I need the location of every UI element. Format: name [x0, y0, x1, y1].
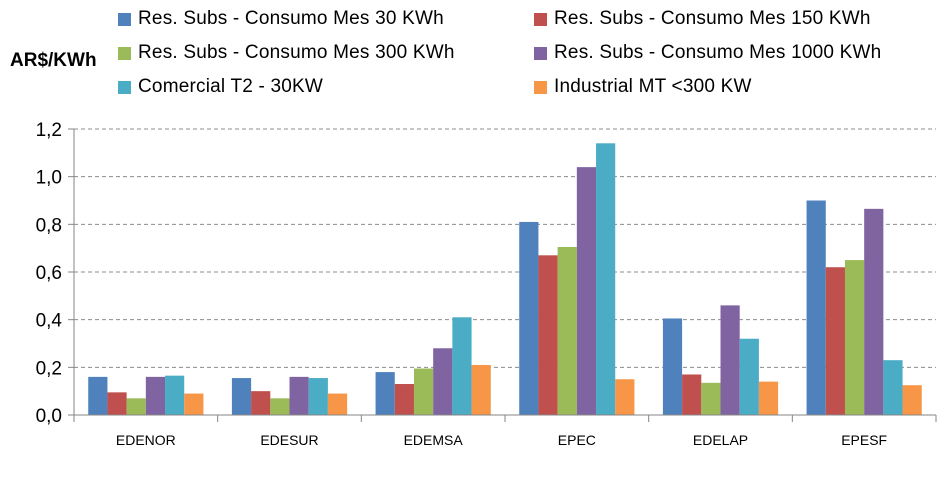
- x-tick-label-edelap: EDELAP: [693, 432, 748, 448]
- y-tick-label: 0,0: [36, 406, 62, 427]
- bar-edenor-series-3: [126, 398, 146, 415]
- bar-epesf-series-4: [864, 208, 884, 415]
- bar-epec-series-1: [519, 221, 539, 415]
- bar-epesf-series-3: [844, 260, 865, 415]
- y-axis-label: AR$/KWh: [10, 50, 97, 71]
- bar-epesf-series-6: [902, 385, 922, 415]
- legend-label: Res. Subs - Consumo Mes 150 KWh: [554, 8, 871, 29]
- x-tick-label-edenor: EDENOR: [116, 432, 176, 448]
- bar-epesf-series-5: [883, 360, 903, 415]
- bar-edelap-series-2: [682, 374, 702, 415]
- bar-edesur-series-2: [251, 391, 271, 415]
- bar-epesf-series-1: [806, 200, 826, 415]
- legend-label: Res. Subs - Consumo Mes 1000 KWh: [554, 42, 882, 63]
- legend-item: Comercial T2 - 30KW: [118, 72, 323, 102]
- bar-edenor-series-6: [184, 393, 204, 415]
- bar-edesur-series-4: [289, 376, 309, 415]
- bar-edesur-series-6: [327, 393, 348, 415]
- bar-edemsa-series-4: [433, 348, 453, 415]
- bar-epec-series-5: [596, 143, 616, 416]
- bar-edelap-series-1: [662, 318, 683, 415]
- legend-item: Res. Subs - Consumo Mes 150 KWh: [534, 4, 871, 34]
- bar-edenor-series-1: [88, 376, 108, 415]
- bar-edemsa-series-5: [452, 317, 472, 415]
- legend-swatch: [534, 80, 547, 94]
- bar-edesur-series-3: [270, 398, 290, 415]
- x-tick-label-edesur: EDESUR: [260, 432, 318, 448]
- bar-edelap-series-6: [758, 381, 779, 415]
- bar-edemsa-series-1: [375, 372, 395, 415]
- legend-swatch: [118, 80, 131, 94]
- chart-legend: Res. Subs - Consumo Mes 30 KWh Res. Subs …: [118, 6, 938, 111]
- legend-label: Res. Subs - Consumo Mes 30 KWh: [138, 8, 444, 29]
- y-tick-label: 0,4: [36, 311, 63, 332]
- x-tick-label-epec: EPEC: [558, 432, 596, 448]
- bar-epec-series-3: [557, 246, 577, 415]
- legend-item: Res. Subs - Consumo Mes 300 KWh: [118, 38, 455, 68]
- legend-swatch: [118, 12, 131, 26]
- bar-epesf-series-2: [825, 267, 845, 415]
- legend-item: Res. Subs - Consumo Mes 30 KWh: [118, 4, 444, 34]
- bar-edesur-series-1: [231, 378, 252, 415]
- bar-edemsa-series-6: [471, 364, 491, 415]
- bar-edemsa-series-3: [413, 368, 434, 415]
- legend-item: Industrial MT <300 KW: [534, 72, 752, 102]
- legend-label: Industrial MT <300 KW: [554, 76, 752, 97]
- bar-edenor-series-5: [165, 375, 185, 415]
- bar-epec-series-4: [576, 167, 597, 415]
- bar-edenor-series-4: [145, 376, 166, 415]
- legend-swatch: [118, 46, 131, 60]
- x-tick-label-edemsa: EDEMSA: [404, 432, 464, 448]
- bar-epec-series-2: [538, 255, 558, 415]
- legend-swatch: [534, 46, 547, 60]
- y-tick-label: 1,0: [36, 168, 62, 189]
- bar-edelap-series-4: [720, 305, 740, 415]
- y-tick-label: 0,8: [36, 215, 62, 236]
- legend-label: Res. Subs - Consumo Mes 300 KWh: [138, 42, 455, 63]
- bar-edemsa-series-2: [394, 384, 414, 415]
- y-tick-label: 0,6: [36, 263, 62, 284]
- x-tick-label-epesf: EPESF: [841, 432, 887, 448]
- legend-item: Res. Subs - Consumo Mes 1000 KWh: [534, 38, 881, 68]
- bar-edelap-series-3: [701, 382, 721, 415]
- legend-swatch: [534, 12, 547, 26]
- bar-edelap-series-5: [739, 338, 759, 415]
- bar-edenor-series-2: [107, 392, 127, 415]
- bar-edesur-series-5: [308, 378, 328, 415]
- legend-label: Comercial T2 - 30KW: [138, 76, 324, 97]
- y-tick-label: 0,2: [36, 358, 62, 379]
- y-tick-label: 1,2: [36, 120, 62, 141]
- bar-epec-series-6: [615, 379, 635, 415]
